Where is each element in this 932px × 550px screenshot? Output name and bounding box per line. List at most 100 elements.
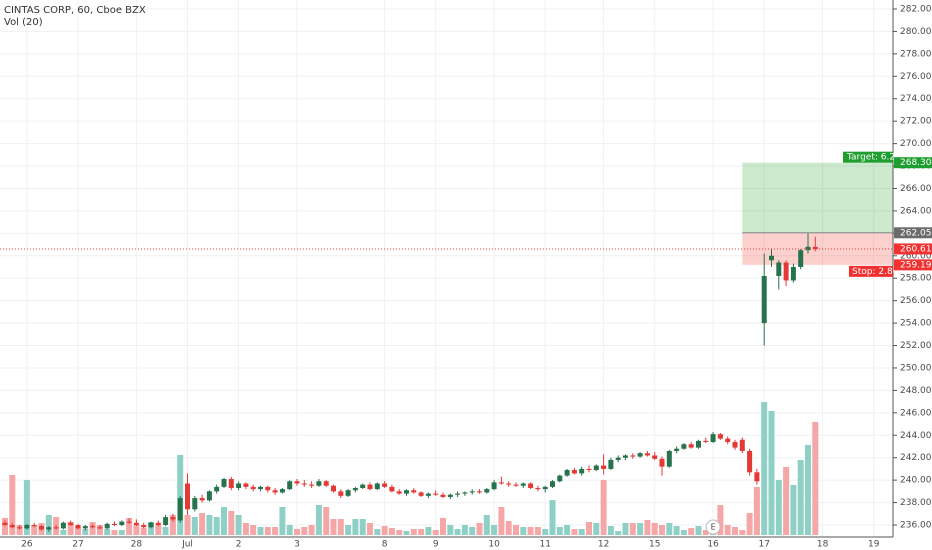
volume-bar	[534, 527, 541, 535]
candle-body	[39, 526, 44, 530]
volume-bar	[374, 529, 381, 535]
volume-bar	[184, 515, 191, 535]
candle-body	[24, 525, 30, 529]
candle-body	[221, 479, 227, 487]
y-tick-label: 280.00	[900, 27, 932, 37]
last-price-tag: 260.61	[900, 244, 932, 254]
volume-bar	[381, 526, 388, 535]
y-tick-label: 244.00	[900, 431, 932, 441]
volume-bar	[352, 519, 359, 535]
y-tick-label: 276.00	[900, 72, 932, 82]
entry-price-tag-bg	[894, 227, 932, 239]
candle-body	[389, 486, 395, 492]
candle-body	[754, 472, 760, 482]
volume-bar	[513, 525, 519, 535]
volume-bar	[177, 455, 184, 535]
candle-body	[812, 246, 818, 250]
candle-body	[783, 262, 789, 281]
volume-bar	[425, 527, 432, 535]
stop-text-bg	[849, 265, 893, 277]
y-tick-label: 256.00	[900, 296, 932, 306]
candle-body	[272, 490, 278, 493]
volume-bar	[593, 523, 600, 535]
candle-body	[688, 444, 694, 448]
x-tick-label: 16	[707, 540, 719, 550]
earnings-label: E	[711, 523, 716, 532]
volume-bar	[89, 522, 96, 535]
candle-body	[9, 525, 15, 528]
volume-bar	[213, 517, 220, 535]
volume-bar	[16, 525, 23, 535]
volume-bar	[556, 527, 563, 535]
volume-bar	[396, 530, 403, 535]
candle-body	[776, 262, 782, 276]
candle-body	[440, 494, 446, 497]
candle-body	[46, 527, 52, 530]
candle-body	[206, 491, 212, 501]
candle-body	[637, 453, 643, 457]
volume-bar	[279, 507, 286, 535]
candle-body	[265, 486, 271, 491]
volume-bar	[118, 530, 125, 535]
volume-bar	[359, 519, 366, 535]
y-tick-label: 242.00	[900, 453, 932, 463]
y-tick-label: 250.00	[900, 363, 932, 373]
candle-body	[2, 522, 8, 525]
candle-body	[17, 527, 23, 529]
stop-price-tag-bg	[894, 259, 932, 271]
plot	[2, 162, 893, 535]
candle-body	[250, 486, 256, 490]
volume-bar	[155, 525, 162, 535]
candle-body	[323, 481, 329, 486]
candle-body	[338, 491, 344, 496]
candle-body	[411, 490, 417, 493]
candle-body	[615, 457, 621, 460]
volume-bar	[498, 507, 505, 535]
candle-body	[345, 490, 351, 496]
volume-bar	[104, 529, 111, 535]
candle-body	[90, 526, 96, 528]
volume-bar	[96, 525, 103, 535]
candle-body	[185, 483, 190, 510]
volume-bar	[644, 520, 651, 535]
volume-bar	[527, 527, 534, 535]
candle-body	[477, 491, 482, 493]
candle-body	[535, 487, 541, 490]
candle-body	[674, 448, 680, 451]
volume-bar	[264, 527, 271, 535]
candle-body	[68, 522, 74, 525]
candle-body	[579, 468, 585, 474]
y-tick-label: 238.00	[900, 498, 932, 508]
x-tick-label: 3	[294, 540, 300, 550]
candle-body	[469, 491, 475, 493]
volume-bar	[126, 518, 133, 535]
candle-body	[82, 526, 88, 529]
candle-body	[491, 482, 497, 490]
volume-bar	[67, 522, 74, 535]
volume-bar	[637, 523, 644, 535]
candle-body	[163, 517, 169, 525]
volume-bar	[673, 526, 680, 535]
volume-bar	[228, 511, 235, 535]
candle-body	[155, 522, 161, 525]
candle-body	[593, 465, 599, 471]
volume-bar	[162, 527, 169, 535]
candle-body	[75, 525, 81, 529]
candle-body	[148, 522, 154, 528]
x-tick-label: 28	[131, 540, 143, 550]
volume-bar	[491, 525, 498, 535]
volume-bar	[461, 525, 468, 535]
candle-body	[601, 465, 607, 469]
x-tick-label: 10	[488, 540, 500, 550]
candle-body	[404, 490, 409, 494]
volume-bar	[337, 519, 344, 535]
volume-bar	[191, 517, 198, 535]
candle-body	[564, 470, 570, 476]
candle-body	[331, 485, 336, 492]
volume-bar	[301, 527, 308, 535]
candle-body	[586, 468, 592, 471]
candle-body	[60, 522, 66, 529]
volume-bar	[659, 525, 665, 535]
candle-body	[279, 489, 285, 493]
candle-body	[484, 489, 490, 493]
